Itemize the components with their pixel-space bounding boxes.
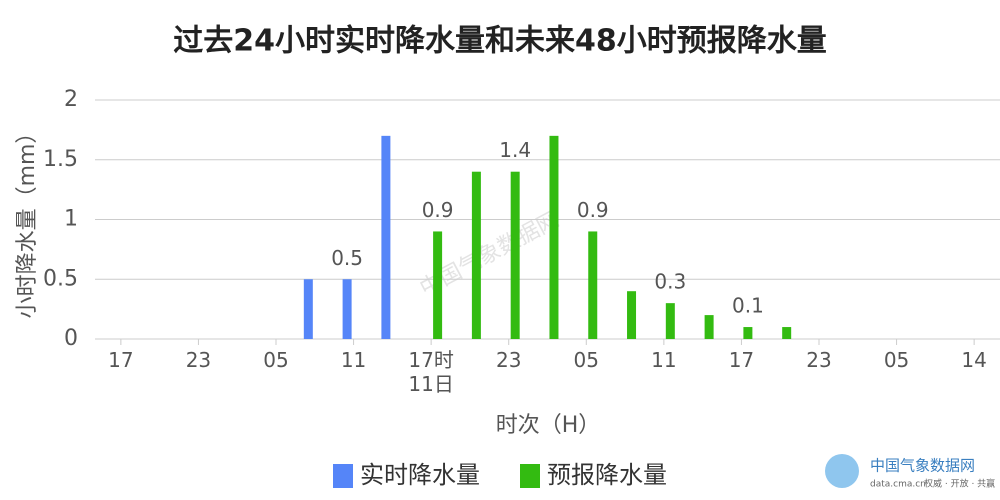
bar [627,291,637,339]
x-tick-label: 23 [495,348,522,372]
y-axis-title: 小时降水量（mm） [15,122,40,319]
bar [433,231,443,339]
y-tick-label: 1 [64,207,78,232]
x-tick-label: 11 [651,348,677,372]
value-label: 0.9 [422,198,454,222]
chart-title: 过去24小时实时降水量和未来48小时预报降水量 [173,24,827,59]
x-tick-label: 23 [185,348,212,372]
y-tick-label: 0.5 [43,266,78,291]
x-tick-label: 23 [806,348,832,372]
logo-icon [825,454,859,488]
value-label: 0.5 [331,246,363,270]
y-tick-label: 2 [64,87,78,112]
logo-slogan: 权威 · 开放 · 共赢 [924,478,995,490]
bar [510,171,520,339]
x-tick-label: 05 [263,348,289,372]
bar [381,135,391,339]
legend-swatch [333,464,353,488]
bar [303,279,313,339]
x-tick-label: 05 [883,348,910,372]
y-tick-label: 1.5 [43,147,78,172]
value-label: 0.9 [577,198,609,222]
bar [782,327,792,339]
bar [704,315,714,339]
x-axis-title: 时次（H） [496,413,601,438]
x-tick-label: 17 [108,348,134,372]
value-label: 1.4 [499,138,531,162]
x-tick-label: 17 [728,348,755,372]
bar [342,279,352,339]
x-tick-label: 14 [961,348,987,372]
value-label: 0.3 [654,270,686,294]
logo-url: data.cma.cn [870,480,926,490]
y-tick-label: 0 [64,326,78,351]
bar [471,171,481,339]
legend-label: 实时降水量 [360,461,480,489]
bar [665,303,675,339]
x-tick-label: 05 [573,348,599,372]
value-label: 0.1 [732,294,764,318]
bar [549,135,559,339]
legend-label: 预报降水量 [547,461,667,489]
x-tick-label: 17时 11日 [408,348,454,396]
legend-swatch [520,464,540,488]
x-tick-label: 11 [340,348,367,372]
logo-name: 中国气象数据网 [870,457,975,475]
bar [588,231,598,339]
bar [743,327,753,339]
